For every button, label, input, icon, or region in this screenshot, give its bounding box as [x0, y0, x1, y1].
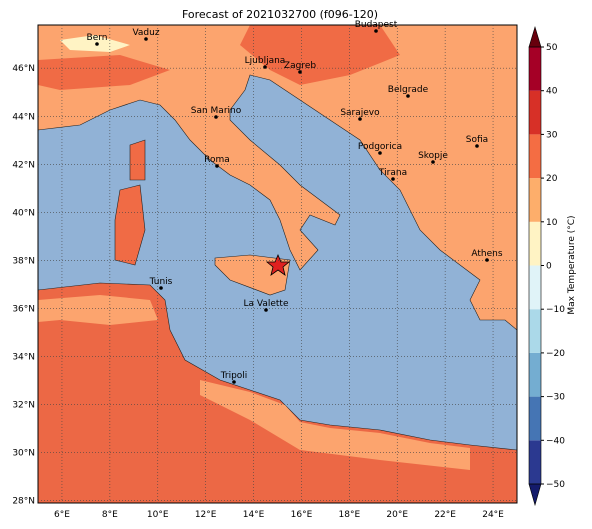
city-dot: [475, 144, 479, 148]
sardinia: [114, 184, 146, 266]
city-label: Tripoli: [220, 371, 248, 381]
x-tick-label: 24°E: [482, 510, 504, 520]
colorbar-band: [529, 440, 541, 484]
map-area: [37, 24, 518, 504]
colorbar-band: [529, 309, 541, 353]
colorbar-band: [529, 47, 541, 91]
city-label: Sarajevo: [340, 108, 380, 118]
city-label: Ljubljana: [245, 56, 286, 66]
city-dot: [391, 177, 395, 181]
city-label: Roma: [204, 155, 230, 165]
x-tick-label: 10°E: [147, 510, 169, 520]
colorbar-band: [529, 90, 541, 135]
y-tick-label: 38°N: [12, 256, 35, 266]
colorbar-tick-label: 20: [546, 174, 558, 184]
colorbar-tick-label: 50: [546, 43, 558, 53]
libya-coast-band: [200, 380, 470, 470]
city-dot: [144, 37, 148, 41]
y-tick-label: 44°N: [12, 112, 35, 122]
y-tick-label: 40°N: [12, 208, 35, 218]
x-tick-label: 12°E: [195, 510, 217, 520]
colorbar-tick-label: 30: [546, 130, 558, 140]
city-dot: [232, 380, 236, 384]
colorbar-tick-label: −30: [546, 393, 565, 403]
city-dot: [214, 115, 218, 119]
colorbar-tick-label: −50: [546, 480, 565, 490]
land-warm-west: [38, 55, 170, 90]
city-label: Tirana: [378, 168, 407, 178]
colorbar-tick-label: −40: [546, 436, 565, 446]
colorbar-band: [529, 396, 541, 441]
x-tick-label: 22°E: [434, 510, 456, 520]
city-dot: [378, 151, 382, 155]
city-label: Skopje: [418, 151, 448, 161]
city-label: Tunis: [149, 277, 173, 287]
y-tick-label: 32°N: [12, 401, 35, 411]
city-label: Zagreb: [284, 61, 316, 71]
marker-star: [265, 253, 291, 276]
city-label: San Marino: [191, 106, 242, 116]
y-tick-label: 28°N: [12, 497, 35, 507]
y-tick-label: 34°N: [12, 352, 35, 362]
land-cool-alps: [60, 35, 130, 52]
map-title: Forecast of 2021032700 (f096-120): [182, 8, 378, 21]
city-dot: [95, 42, 99, 46]
colorbar-band: [529, 352, 541, 397]
colorbar-tick-label: −10: [546, 305, 565, 315]
city-label: La Valette: [244, 299, 289, 309]
city-dot: [263, 65, 267, 69]
corsica: [129, 139, 146, 181]
city-dot: [431, 160, 435, 164]
city-label: Sofia: [466, 135, 488, 145]
colorbar-band: [529, 178, 541, 222]
y-tick-label: 46°N: [12, 64, 35, 74]
city-dot: [374, 29, 378, 33]
city-dot: [215, 164, 219, 168]
city-dot: [485, 258, 489, 262]
city-label: Podgorica: [358, 142, 402, 152]
colorbar-tick-label: 10: [546, 218, 558, 228]
x-tick-label: 18°E: [339, 510, 361, 520]
city-label: Budapest: [355, 20, 398, 30]
colorbar-tick-label: 0: [546, 262, 552, 272]
colorbar-band: [529, 265, 541, 310]
colorbar-band: [529, 134, 541, 179]
y-tick-label: 42°N: [12, 160, 35, 170]
city-dot: [159, 286, 163, 290]
colorbar-over: [528, 25, 542, 48]
colorbar-tick-label: 40: [546, 87, 558, 97]
x-tick-label: 6°E: [54, 510, 70, 520]
land-warm-north: [240, 25, 400, 85]
colorbar-under: [528, 483, 542, 507]
colorbar-band: [529, 221, 541, 266]
city-label: Athens: [471, 249, 502, 259]
colorbar-tick-label: −20: [546, 349, 565, 359]
map-frame: [37, 24, 518, 504]
y-tick-label: 36°N: [12, 304, 35, 314]
city-dot: [406, 94, 410, 98]
land-europe: [38, 25, 517, 331]
city-label: Bern: [87, 33, 108, 43]
city-dot: [264, 308, 268, 312]
colorbar-label: Max Temperature (°C): [567, 215, 577, 314]
x-tick-label: 14°E: [243, 510, 265, 520]
x-tick-label: 16°E: [291, 510, 313, 520]
city-label: Vaduz: [132, 28, 159, 38]
city-dot: [298, 70, 302, 74]
x-tick-label: 20°E: [386, 510, 408, 520]
y-tick-label: 30°N: [12, 449, 35, 459]
city-dot: [358, 117, 362, 121]
africa-coast-band: [38, 295, 158, 325]
city-label: Belgrade: [388, 85, 429, 95]
x-tick-label: 8°E: [102, 510, 118, 520]
